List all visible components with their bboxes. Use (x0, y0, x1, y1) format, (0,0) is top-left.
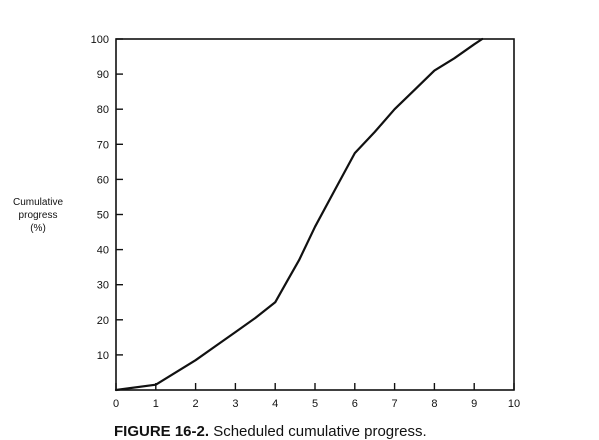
y-tick-label: 80 (97, 104, 109, 116)
x-tick-label: 1 (153, 398, 159, 410)
y-axis-label-line-2: progress (18, 210, 58, 221)
figure-caption-text: Scheduled cumulative progress. (209, 423, 427, 440)
y-tick-label: 30 (97, 280, 109, 292)
x-tick-label: 3 (232, 398, 238, 410)
y-tick-label: 100 (91, 34, 109, 46)
tick-labels: 0 1 2 3 4 5 6 7 8 9 10 10 20 30 40 50 60 70 80 90 100 (91, 34, 520, 410)
y-tick-label: 20 (97, 315, 109, 327)
x-tick-label: 0 (113, 398, 119, 410)
cumulative-progress-line (114, 37, 484, 392)
x-tick-label: 5 (312, 398, 318, 410)
y-tick-label: 60 (97, 174, 109, 186)
tick-marks (115, 38, 515, 390)
x-tick-label: 2 (193, 398, 199, 410)
series-layer (114, 37, 484, 392)
y-tick-label: 90 (97, 69, 109, 81)
figure-caption-label: FIGURE 16-2. (114, 423, 210, 440)
x-tick-label: 4 (272, 398, 278, 410)
y-tick-label: 50 (97, 210, 109, 222)
y-tick-label: 70 (97, 139, 109, 151)
y-axis-label-line-3: (%) (30, 223, 46, 234)
y-tick-label: 40 (97, 245, 109, 257)
x-tick-label: 9 (471, 398, 477, 410)
x-tick-label: 7 (392, 398, 398, 410)
x-tick-label: 8 (431, 398, 437, 410)
x-tick-label: 10 (508, 398, 520, 410)
figure-caption: FIGURE 16-2. Scheduled cumulative progre… (114, 423, 427, 440)
y-tick-label: 10 (97, 350, 109, 362)
plot-frame (115, 38, 515, 391)
axes (115, 38, 515, 391)
y-axis-label-line-1: Cumulative (12, 197, 64, 208)
x-tick-label: 6 (352, 398, 358, 410)
